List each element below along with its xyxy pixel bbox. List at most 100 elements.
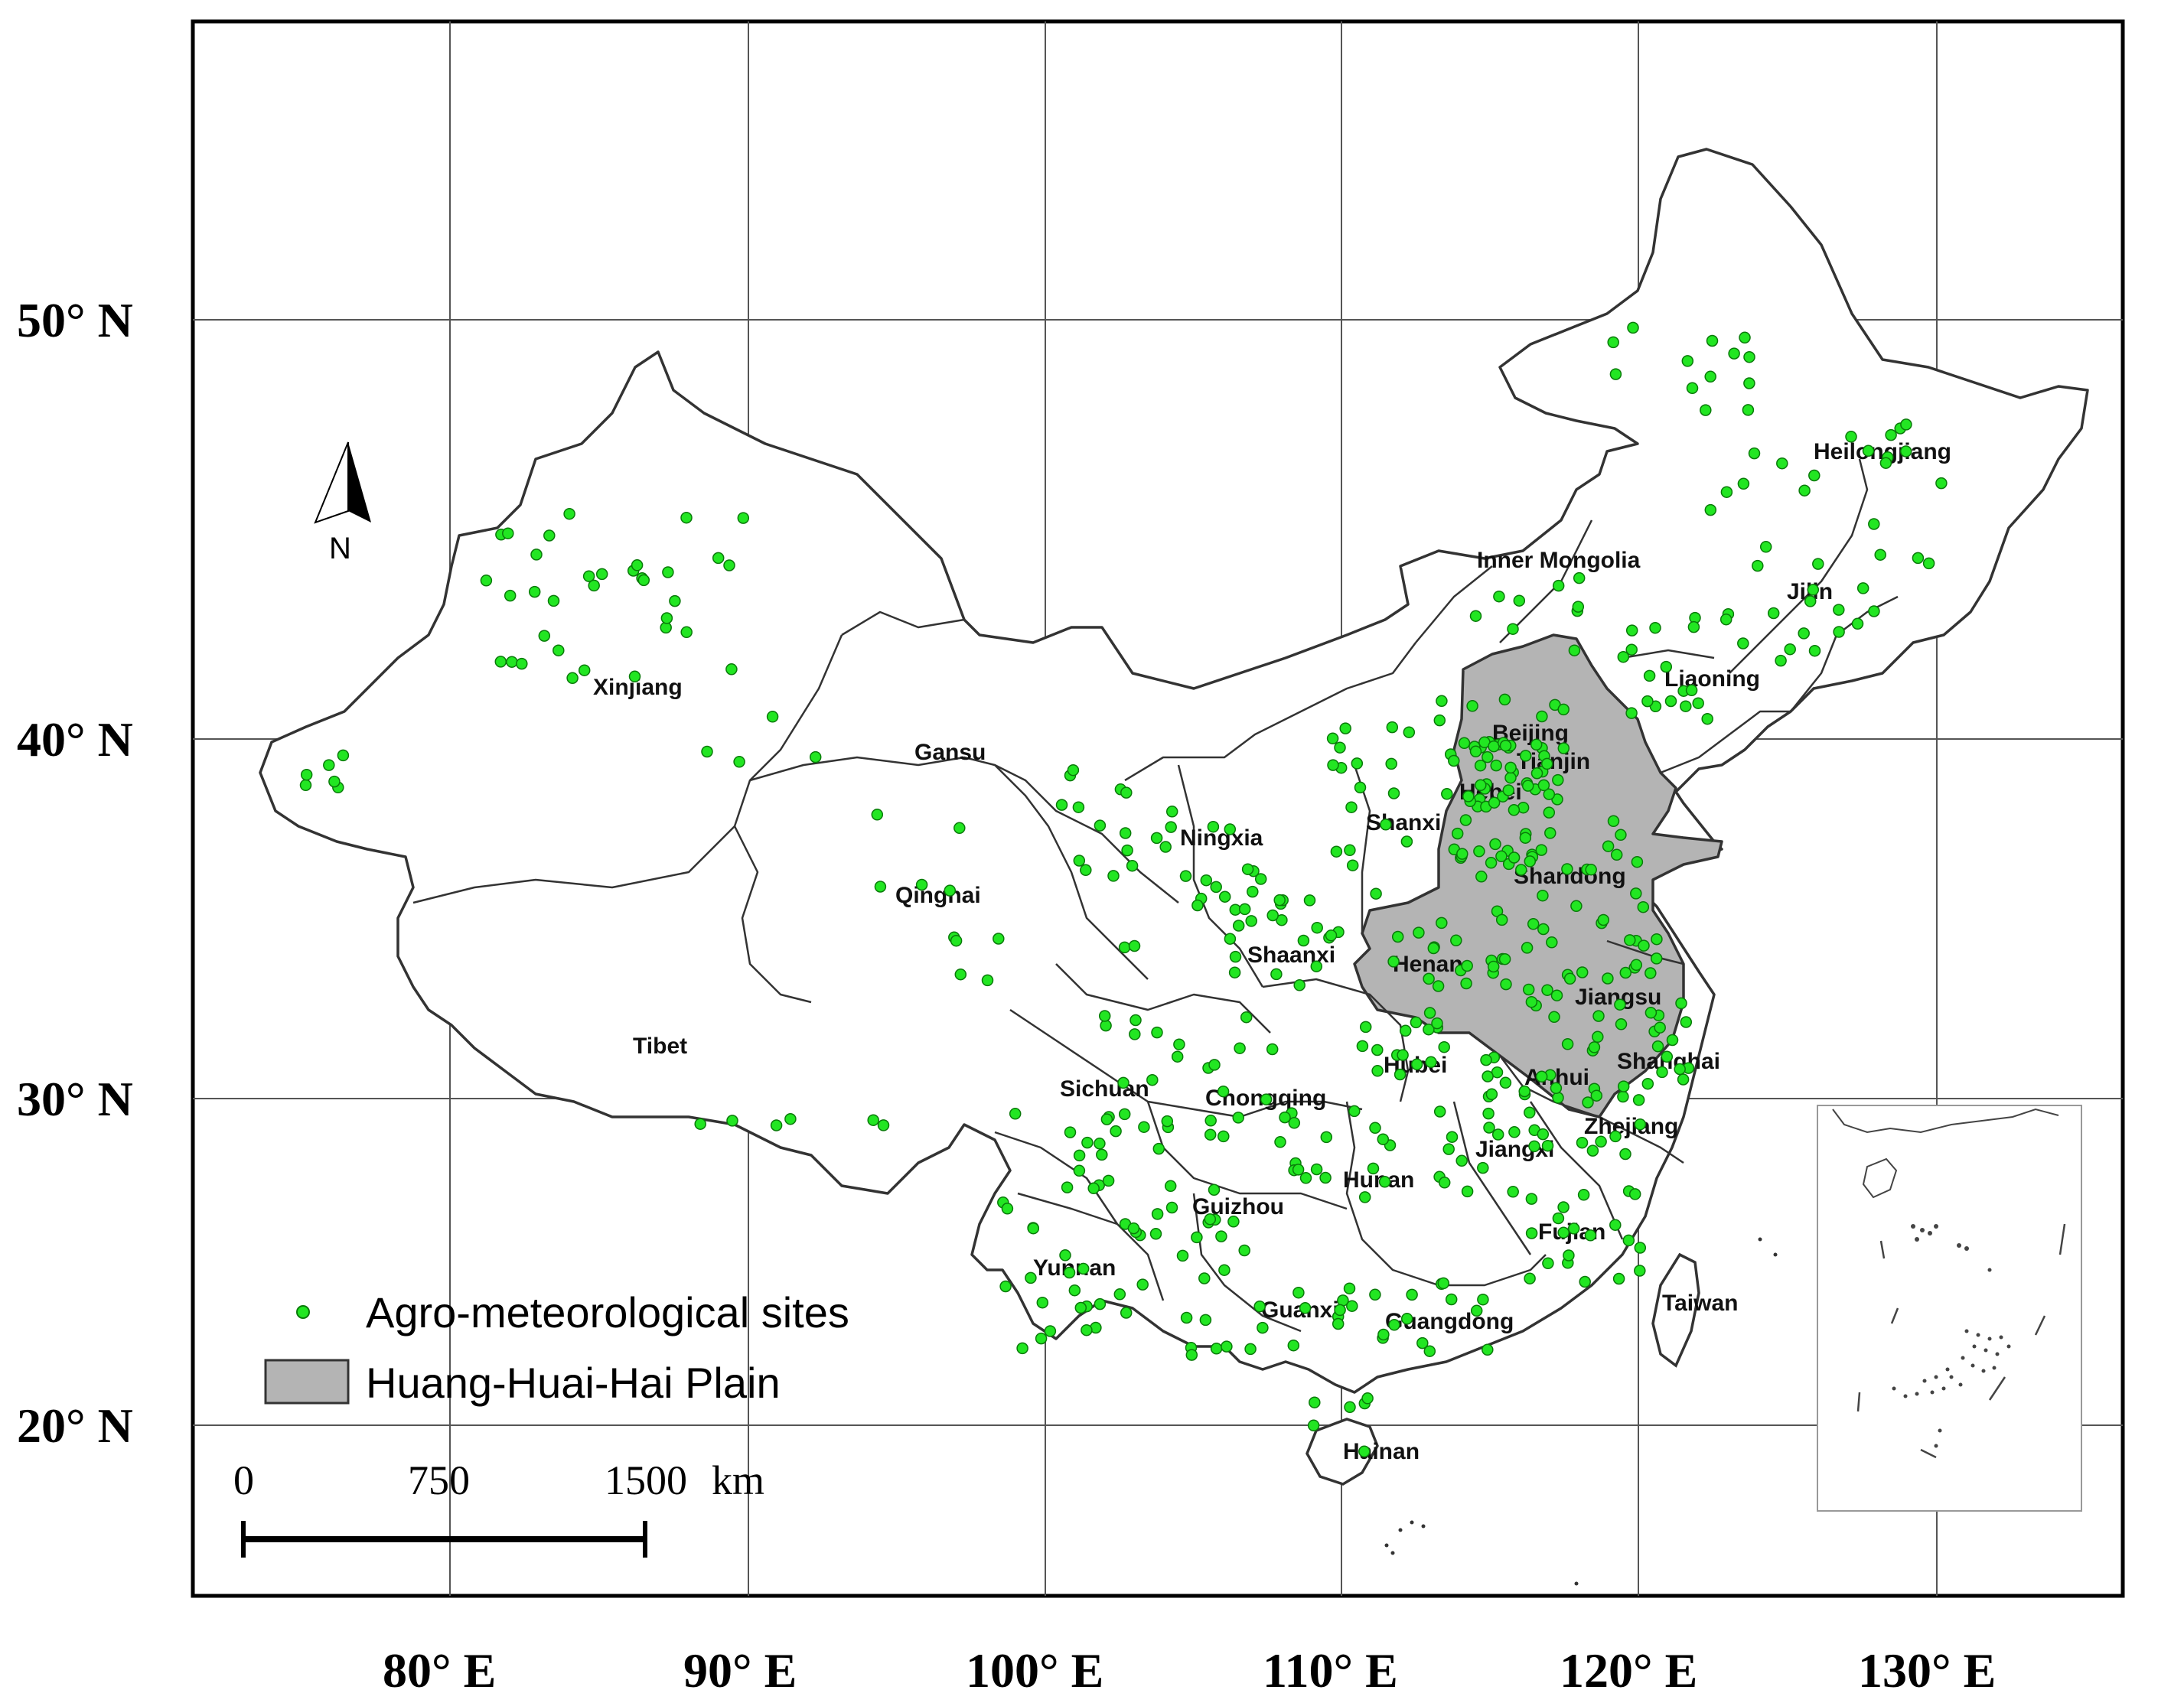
site-dot xyxy=(1879,457,1892,469)
site-dot xyxy=(1288,1117,1301,1129)
site-dot xyxy=(1681,355,1694,367)
site-dot xyxy=(1719,613,1733,626)
site-dot xyxy=(1656,1066,1668,1079)
site-dot xyxy=(1489,838,1501,851)
hainan-island xyxy=(1306,1418,1379,1486)
site-dot xyxy=(1634,1242,1647,1254)
label-shaanxi: Shaanxi xyxy=(1247,943,1335,968)
site-dot xyxy=(1495,913,1508,926)
site-dot xyxy=(1150,832,1163,845)
site-dot xyxy=(1477,1293,1489,1306)
site-dot xyxy=(1912,552,1925,565)
site-dot xyxy=(1685,684,1698,697)
site-dot xyxy=(1518,1085,1530,1098)
site-dot xyxy=(1310,1163,1323,1176)
site-dot xyxy=(1567,1223,1580,1235)
site-dot xyxy=(1521,942,1534,954)
legend-plain-label: Huang-Huai-Hai Plain xyxy=(366,1359,781,1407)
site-dot xyxy=(1208,1059,1221,1071)
site-dot xyxy=(723,559,735,571)
site-dot xyxy=(1334,1304,1346,1317)
site-dot xyxy=(1592,1030,1604,1043)
legend-site-label: Agro-meteorological sites xyxy=(366,1288,849,1336)
site-dot xyxy=(1241,863,1254,875)
label-ningxia: Ningxia xyxy=(1180,825,1263,851)
site-dot xyxy=(1862,444,1875,457)
site-dot xyxy=(1666,1034,1679,1047)
site-dot xyxy=(1240,1011,1253,1024)
label-shanxi: Shanxi xyxy=(1366,810,1441,835)
site-dot xyxy=(1385,757,1397,770)
site-dot xyxy=(1077,1262,1090,1275)
site-dot xyxy=(506,656,518,668)
site-dot xyxy=(1152,1142,1165,1155)
site-dot xyxy=(1568,644,1581,656)
site-dot xyxy=(1128,939,1141,952)
scale-tick-1500: 1500 xyxy=(605,1457,687,1503)
site-dot xyxy=(1530,738,1543,751)
site-dot xyxy=(1369,1288,1381,1301)
site-dot xyxy=(1524,855,1537,868)
site-dot xyxy=(1700,404,1712,416)
site-dot xyxy=(1537,889,1549,902)
site-dot xyxy=(1637,900,1650,913)
site-dot xyxy=(1630,887,1642,900)
site-dot xyxy=(1498,952,1511,965)
site-dot xyxy=(1165,806,1178,818)
site-dot xyxy=(1759,541,1772,553)
site-dot xyxy=(999,1280,1012,1293)
site-dot xyxy=(1654,1021,1666,1034)
inset-boundary-dashes xyxy=(1856,1223,2066,1459)
site-dot xyxy=(1513,594,1526,607)
site-dot xyxy=(1356,1040,1369,1053)
site-dot xyxy=(1073,1164,1086,1177)
site-dot xyxy=(1767,607,1780,620)
site-dot xyxy=(1645,1007,1658,1019)
site-dot xyxy=(1701,712,1713,725)
site-dot xyxy=(1630,959,1643,972)
site-dot xyxy=(1287,1339,1300,1352)
site-dot xyxy=(1525,1193,1538,1205)
site-dot xyxy=(1706,334,1719,347)
site-dot xyxy=(1552,1212,1565,1225)
site-dot xyxy=(1615,829,1627,842)
site-dot xyxy=(1358,1191,1371,1203)
site-dot xyxy=(516,657,528,670)
site-dot xyxy=(1572,601,1585,613)
site-dot xyxy=(1507,1186,1519,1198)
site-dot xyxy=(1001,1203,1014,1215)
site-dot xyxy=(1129,1028,1141,1040)
site-dot xyxy=(1617,1080,1630,1092)
site-dot xyxy=(1634,1118,1647,1131)
site-dot xyxy=(1126,859,1139,872)
site-dot xyxy=(1641,695,1654,708)
site-dot xyxy=(1425,1056,1437,1069)
site-dot xyxy=(1487,960,1500,973)
site-dot xyxy=(1221,1340,1233,1353)
site-dot xyxy=(1094,1297,1107,1310)
label-qinghai: Qinghai xyxy=(895,883,981,908)
site-dot xyxy=(1535,844,1548,856)
lon-label-110e: 110° E xyxy=(1263,1643,1398,1698)
site-dot xyxy=(1461,1185,1474,1198)
site-dot xyxy=(1692,697,1704,709)
site-dot xyxy=(1059,1249,1071,1262)
site-dot xyxy=(1191,899,1204,912)
site-dot xyxy=(323,759,335,771)
label-yunnan: Yunnan xyxy=(1033,1255,1116,1281)
site-dot xyxy=(1346,1300,1358,1312)
label-inner-mongolia: Inner Mongolia xyxy=(1477,548,1641,573)
north-arrow-right xyxy=(348,442,371,523)
site-dot xyxy=(1080,864,1092,877)
site-dot xyxy=(1234,1042,1246,1054)
site-dot xyxy=(1204,1213,1217,1226)
site-dot xyxy=(1311,921,1323,934)
site-dot xyxy=(1466,700,1478,712)
site-dot xyxy=(1485,857,1498,869)
site-dot xyxy=(1542,1257,1554,1270)
label-hainan: Hainan xyxy=(1343,1439,1420,1464)
scale-bar: 0 750 1500 km xyxy=(233,1457,764,1558)
site-dot xyxy=(1344,1401,1356,1414)
site-dot xyxy=(1067,763,1080,776)
site-dot xyxy=(1149,1228,1162,1240)
